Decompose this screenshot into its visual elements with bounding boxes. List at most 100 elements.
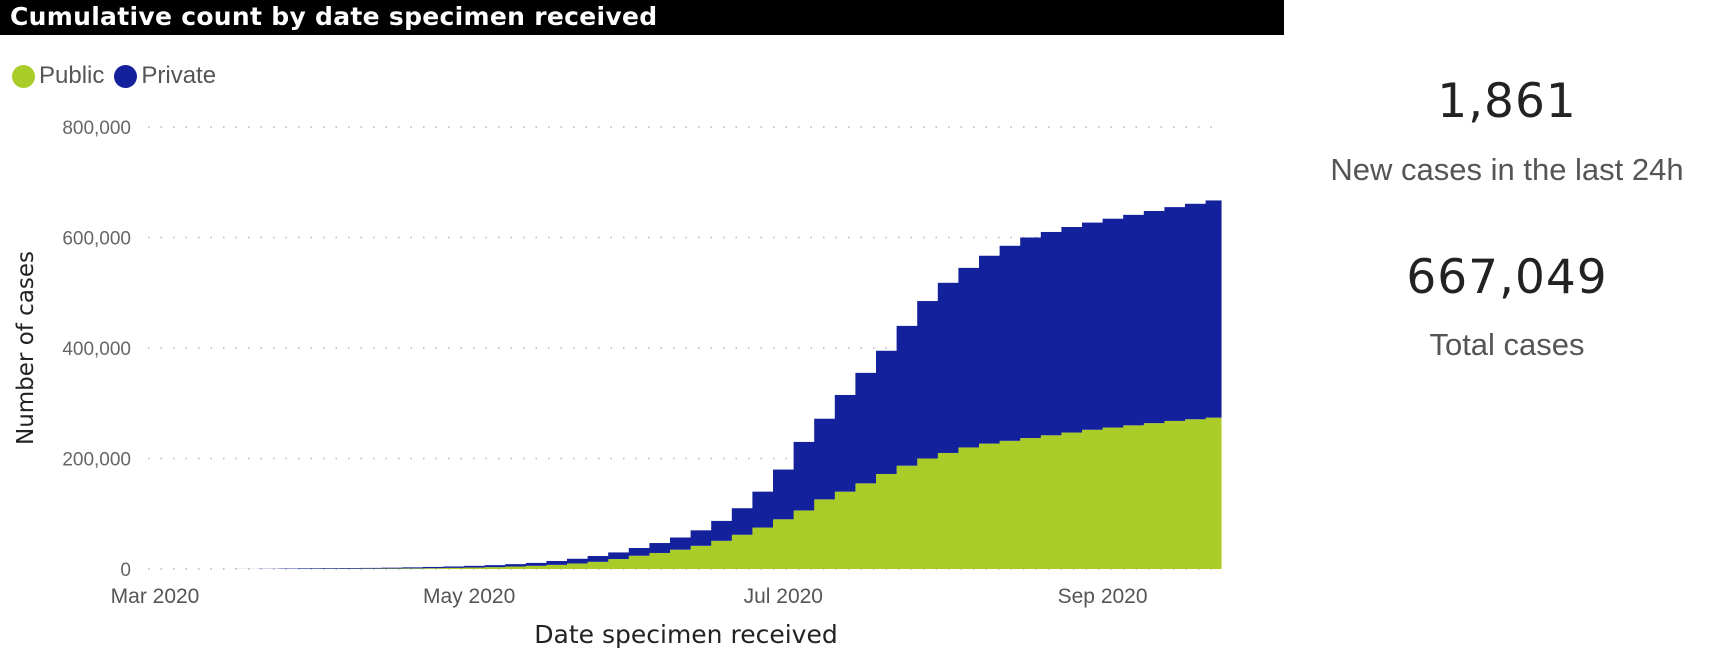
bar-private-2020-07-31[interactable] (937, 282, 959, 453)
bar-private-2020-04-30[interactable] (464, 565, 486, 568)
bar-public-2020-08-24[interactable] (1061, 432, 1083, 569)
bar-public-2020-08-28[interactable] (1082, 429, 1104, 569)
bar-private-2020-09-05[interactable] (1123, 214, 1145, 426)
bar-private-2020-08-24[interactable] (1061, 227, 1083, 433)
bar-public-2020-07-31[interactable] (937, 452, 959, 569)
bar-private-2020-07-15[interactable] (855, 372, 877, 484)
bar-private-2020-04-14[interactable] (381, 567, 403, 569)
bar-private-2020-08-28[interactable] (1082, 222, 1104, 430)
bar-public-2020-07-03[interactable] (793, 510, 815, 569)
bar-public-2020-08-08[interactable] (979, 443, 1001, 569)
bar-public-2020-07-11[interactable] (834, 491, 856, 569)
bar-public-2020-09-09[interactable] (1143, 423, 1165, 569)
bar-private-2020-05-04[interactable] (484, 565, 506, 568)
new-cases-value: 1,861 (1437, 74, 1577, 129)
bar-private-2020-04-06[interactable] (340, 568, 362, 569)
bar-public-2020-09-13[interactable] (1164, 420, 1186, 569)
bar-private-2020-05-16[interactable] (546, 560, 568, 565)
bar-private-2020-06-13[interactable] (690, 530, 712, 546)
bar-private-2020-06-29[interactable] (773, 469, 795, 520)
bar-public-2020-09-21[interactable] (1205, 417, 1222, 569)
bar-private-2020-03-29[interactable] (299, 568, 321, 569)
bar-public-2020-04-18[interactable] (402, 568, 424, 569)
bar-public-2020-06-25[interactable] (752, 527, 774, 569)
bar-public-2020-05-08[interactable] (505, 566, 527, 569)
bar-private-2020-06-09[interactable] (670, 537, 692, 550)
bar-private-2020-05-08[interactable] (505, 564, 527, 567)
bar-private-2020-07-03[interactable] (793, 441, 815, 511)
bar-public-2020-07-27[interactable] (917, 458, 939, 570)
bar-public-2020-06-21[interactable] (731, 534, 753, 569)
bar-public-2020-08-04[interactable] (958, 447, 980, 569)
bar-public-2020-05-20[interactable] (567, 563, 589, 569)
bar-public-2020-08-16[interactable] (1020, 438, 1042, 569)
bar-public-2020-06-05[interactable] (649, 552, 671, 569)
bar-public-2020-05-04[interactable] (484, 567, 506, 569)
y-tick-label: 600,000 (62, 229, 131, 250)
bar-private-2020-05-24[interactable] (587, 556, 609, 562)
y-tick-label: 800,000 (62, 118, 131, 139)
bar-public-2020-06-09[interactable] (670, 549, 692, 569)
kpi-new-cases: 1,861 (1300, 74, 1714, 129)
bar-private-2020-06-01[interactable] (628, 548, 650, 556)
bar-public-2020-07-15[interactable] (855, 483, 877, 569)
bar-private-2020-08-08[interactable] (979, 255, 1001, 444)
bar-private-2020-05-12[interactable] (525, 562, 547, 566)
bar-public-2020-06-29[interactable] (773, 519, 795, 569)
bar-private-2020-04-26[interactable] (443, 566, 465, 568)
bar-public-2020-09-05[interactable] (1123, 425, 1145, 569)
bar-private-2020-08-16[interactable] (1020, 237, 1042, 439)
bar-public-2020-09-17[interactable] (1185, 419, 1207, 569)
bar-private-2020-04-10[interactable] (361, 567, 383, 569)
bar-private-2020-06-17[interactable] (711, 520, 733, 541)
bar-private-2020-09-13[interactable] (1164, 207, 1186, 421)
bar-private-2020-07-23[interactable] (896, 325, 918, 466)
bar-private-2020-09-17[interactable] (1185, 203, 1207, 420)
bar-private-2020-05-20[interactable] (567, 558, 589, 564)
bar-public-2020-05-28[interactable] (608, 559, 630, 569)
bar-public-2020-08-12[interactable] (999, 440, 1021, 569)
legend-label-private: Private (141, 62, 217, 89)
bar-private-2020-07-19[interactable] (876, 350, 898, 474)
bar-private-2020-07-27[interactable] (917, 301, 939, 459)
bar-public-2020-09-01[interactable] (1102, 427, 1124, 569)
total-cases-value: 667,049 (1406, 250, 1608, 305)
legend-item-public[interactable]: Public (12, 62, 104, 90)
bar-public-2020-08-20[interactable] (1040, 435, 1062, 569)
kpi-new-cases-caption: New cases in the last 24h (1300, 152, 1714, 188)
bar-private-2020-08-04[interactable] (958, 267, 980, 448)
legend-marker-private (114, 64, 138, 88)
bar-public-2020-07-19[interactable] (876, 473, 898, 569)
legend-item-private[interactable]: Private (114, 62, 216, 90)
bar-private-2020-08-20[interactable] (1040, 231, 1062, 436)
bar-private-2020-07-07[interactable] (814, 418, 836, 500)
bar-public-2020-07-07[interactable] (814, 499, 836, 569)
bar-public-2020-07-23[interactable] (896, 465, 918, 569)
x-axis-ticks: Mar 2020 May 2020 Jul 2020 Sep 2020 (111, 585, 1148, 608)
bar-public-2020-05-24[interactable] (587, 561, 609, 569)
kpi-total-cases-caption: Total cases (1300, 327, 1714, 363)
bar-private-2020-06-25[interactable] (752, 491, 774, 528)
x-tick-label: Sep 2020 (1058, 585, 1148, 608)
bar-public-2020-05-16[interactable] (546, 564, 568, 569)
bar-public-2020-06-13[interactable] (690, 545, 712, 569)
bar-public-2020-06-17[interactable] (711, 540, 733, 569)
new-cases-label: New cases in the last 24h (1330, 152, 1684, 187)
bar-private-2020-09-01[interactable] (1102, 218, 1124, 428)
bar-private-2020-04-18[interactable] (402, 567, 424, 569)
bar-public-2020-04-22[interactable] (422, 568, 444, 569)
bar-private-2020-07-11[interactable] (834, 394, 856, 492)
y-axis-ticks: 0 200,000 400,000 600,000 800,000 (62, 118, 131, 581)
bar-private-2020-08-12[interactable] (999, 245, 1021, 441)
bar-private-2020-06-21[interactable] (731, 508, 753, 535)
bar-public-2020-06-01[interactable] (628, 555, 650, 569)
bar-private-2020-04-22[interactable] (422, 566, 444, 569)
bar-public-2020-04-26[interactable] (443, 567, 465, 569)
bar-private-2020-09-09[interactable] (1143, 210, 1165, 424)
bar-private-2020-09-21[interactable] (1205, 200, 1222, 418)
bar-private-2020-06-05[interactable] (649, 543, 671, 553)
bar-public-2020-05-12[interactable] (525, 565, 547, 569)
bar-private-2020-04-02[interactable] (319, 568, 341, 569)
bar-private-2020-05-28[interactable] (608, 552, 630, 560)
bar-public-2020-04-30[interactable] (464, 567, 486, 569)
